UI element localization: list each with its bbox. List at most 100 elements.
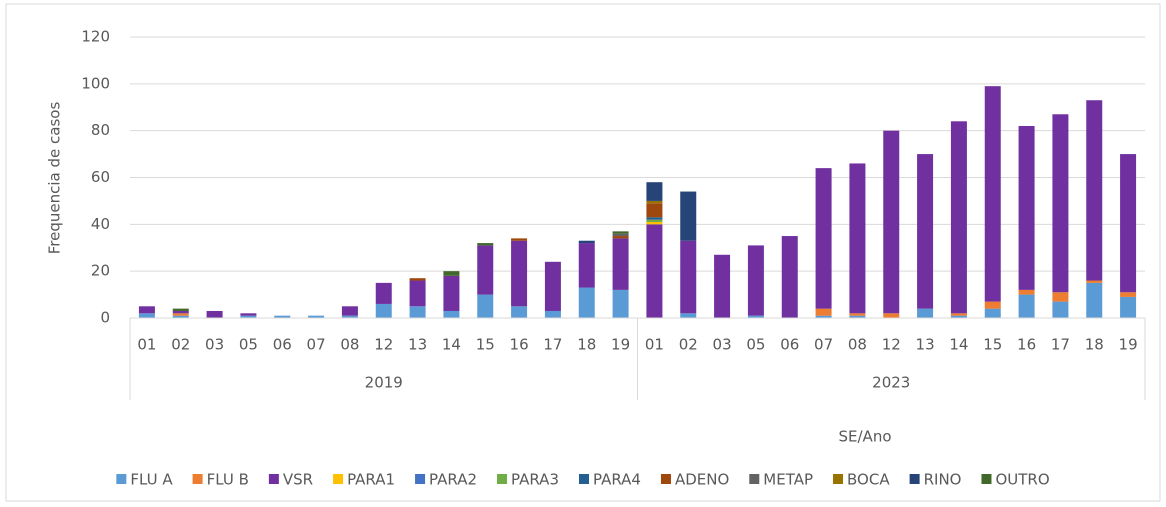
y-tick-label: 100 [81,74,110,92]
bar-segment [375,303,392,318]
bar-segment [1086,280,1103,283]
bar-segment [646,203,663,218]
bar-segment [917,308,934,318]
bar-segment [1120,292,1137,297]
legend-label: ADENO [675,471,729,489]
x-tick-label: 12 [374,336,393,354]
x-tick-label: 15 [476,336,495,354]
bar-segment [612,231,629,234]
bar-segment [477,294,494,318]
legend-swatch [415,474,426,484]
x-tick-label: 17 [543,336,562,354]
legend-swatch [981,474,992,484]
bar-segment [747,245,764,316]
legend-label: BOCA [847,471,890,489]
bar-segment [646,182,663,201]
x-axis-title: SE/Ano [839,428,892,446]
bar-segment [680,313,697,318]
legend-swatch [116,474,127,484]
bar-segment [646,200,663,204]
x-tick-label: 18 [577,336,596,354]
legend-label: VSR [283,471,313,489]
x-tick-label: 14 [949,336,968,354]
legend-label: PARA1 [347,471,395,489]
bar-segment [578,243,595,288]
legend-swatch [192,474,203,484]
x-tick-label: 06 [780,336,799,354]
bar-segment [409,306,426,318]
x-tick-label: 05 [239,336,258,354]
x-group-label: 2023 [872,374,910,392]
bar-segment [578,240,595,244]
x-tick-label: 05 [746,336,765,354]
bar-segment [984,86,1001,302]
bar-segment [612,233,629,237]
bar-segment [274,315,291,318]
bar-segment [172,315,189,318]
x-tick-label: 19 [611,336,630,354]
bar-segment [849,313,866,316]
bar-segment [1120,296,1137,318]
bar-segment [341,315,358,318]
bar-segment [240,313,257,316]
bar-segment [443,310,460,318]
bar-segment [612,289,629,318]
legend-swatch [660,474,671,484]
bar-segment [341,306,358,316]
x-tick-label: 13 [408,336,427,354]
bar-segment [612,238,629,290]
legend-swatch [909,474,920,484]
legend-label: FLU A [130,471,173,489]
x-tick-label: 02 [679,336,698,354]
bar-segment [849,315,866,318]
bar-segment [1018,125,1035,290]
legend-swatch [268,474,279,484]
bar-segment [747,315,764,318]
bar-segment [477,243,494,246]
legend-swatch [833,474,844,484]
legend-swatch [578,474,589,484]
bar-segment [883,130,900,314]
bar-segment [1018,289,1035,295]
bar-segment [1018,294,1035,318]
bar-segment [1052,292,1069,302]
bar-segment [477,245,494,295]
legend-label: OUTRO [995,471,1049,489]
bar-segment [511,240,528,307]
bar-segment [443,271,460,276]
bar-segment [172,310,189,314]
bar-segment [917,154,934,309]
bar-segment [815,308,832,316]
bar-segment [646,217,663,220]
bar-segment [984,301,1001,309]
bar-segment [815,168,832,309]
bar-segment [172,308,189,311]
x-tick-label: 01 [137,336,156,354]
x-group-label: 2019 [365,374,403,392]
bar-segment [511,306,528,318]
bar-segment [544,261,561,311]
x-tick-label: 01 [645,336,664,354]
bar-segment [950,313,967,316]
x-tick-label: 08 [340,336,359,354]
y-tick-label: 120 [81,28,110,46]
x-tick-label: 14 [442,336,461,354]
x-tick-label: 06 [273,336,292,354]
bar-segment [646,219,663,222]
bar-segment [308,315,325,318]
bar-segment [375,282,392,304]
x-tick-label: 16 [1017,336,1036,354]
bar-segment [409,280,426,307]
bar-segment [240,315,257,318]
bar-segment [172,313,189,316]
x-tick-label: 08 [848,336,867,354]
bar-segment [1086,282,1103,318]
y-tick-label: 20 [91,262,110,280]
x-tick-label: 03 [713,336,732,354]
bar-segment [612,236,629,239]
bar-segment [1052,114,1069,293]
bar-segment [578,287,595,318]
y-tick-label: 80 [91,121,110,139]
y-tick-label: 0 [100,309,110,327]
